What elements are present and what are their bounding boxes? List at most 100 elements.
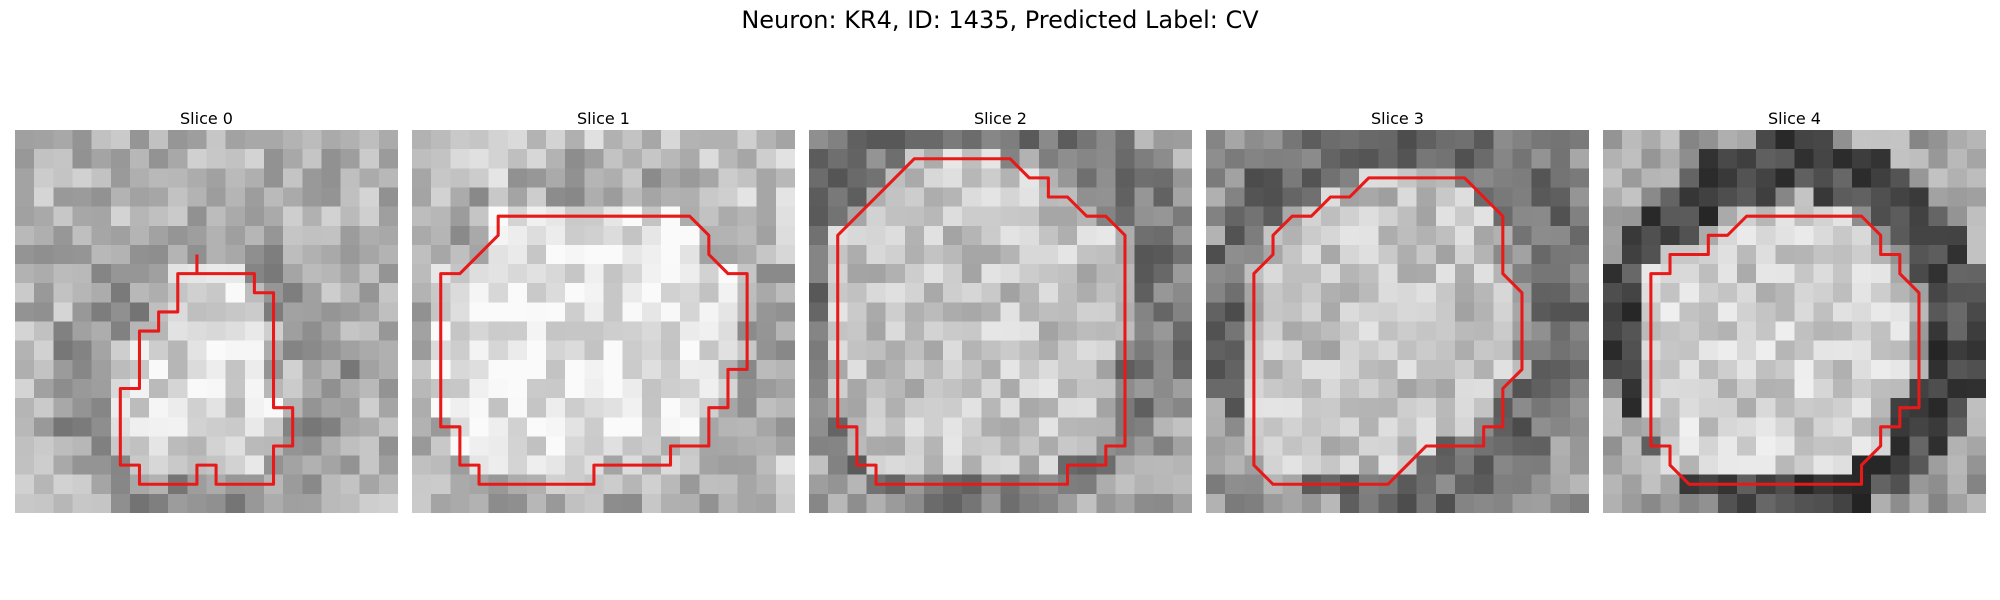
image-pixel	[488, 302, 509, 322]
image-pixel	[526, 283, 547, 303]
image-pixel	[1397, 378, 1418, 399]
image-pixel	[923, 206, 944, 227]
image-pixel	[1019, 187, 1040, 207]
image-pixel	[1000, 187, 1021, 207]
image-pixel	[1172, 149, 1192, 169]
image-pixel	[885, 264, 906, 284]
image-pixel	[1019, 206, 1040, 227]
image-pixel	[1263, 359, 1283, 380]
image-pixel	[1947, 436, 1968, 456]
image-pixel	[431, 493, 451, 513]
image-pixel	[1890, 225, 1910, 246]
image-pixel	[1000, 340, 1021, 361]
image-pixel	[34, 398, 54, 418]
image-pixel	[1493, 474, 1513, 495]
image-pixel	[1000, 455, 1021, 476]
image-pixel	[1153, 149, 1174, 169]
image-pixel	[1603, 378, 1623, 399]
image-pixel	[1172, 244, 1192, 265]
image-pixel	[962, 283, 982, 303]
image-pixel	[1890, 302, 1910, 322]
image-pixel	[1550, 187, 1571, 207]
image-pixel	[1851, 168, 1872, 188]
image-pixel	[603, 436, 624, 456]
image-pixel	[225, 340, 246, 361]
image-pixel	[680, 283, 700, 303]
image-pixel	[1641, 130, 1661, 150]
image-pixel	[244, 321, 265, 342]
image-pixel	[488, 130, 509, 150]
image-pixel	[943, 187, 963, 207]
image-pixel	[1134, 455, 1155, 476]
image-pixel	[507, 493, 528, 513]
image-pixel	[1851, 398, 1872, 418]
image-pixel	[488, 417, 509, 437]
image-pixel	[1775, 321, 1795, 342]
image-pixel	[1603, 417, 1623, 437]
image-pixel	[718, 436, 738, 456]
image-pixel	[1717, 264, 1738, 284]
image-pixel	[565, 398, 585, 418]
image-pixel	[1622, 493, 1642, 513]
image-pixel	[1340, 168, 1360, 188]
image-pixel	[469, 130, 489, 150]
image-pixel	[110, 149, 131, 169]
image-pixel	[1660, 283, 1680, 303]
image-pixel	[1057, 206, 1078, 227]
image-pixel	[34, 474, 54, 495]
image-pixel	[1698, 321, 1719, 342]
image-pixel	[1756, 302, 1776, 322]
image-pixel	[206, 340, 227, 361]
image-pixel	[1340, 359, 1360, 380]
image-pixel	[1320, 340, 1341, 361]
image-pixel	[1717, 302, 1738, 322]
image-pixel	[283, 283, 303, 303]
image-pixel	[359, 264, 380, 284]
image-pixel	[1756, 359, 1776, 380]
image-pixel	[72, 455, 92, 476]
image-pixel	[1038, 378, 1059, 399]
image-pixel	[1928, 359, 1949, 380]
image-pixel	[283, 264, 303, 284]
image-pixel	[546, 168, 566, 188]
image-pixel	[1134, 302, 1155, 322]
image-pixel	[1775, 283, 1795, 303]
image-pixel	[1531, 149, 1552, 169]
image-pixel	[225, 187, 246, 207]
image-pixel	[15, 474, 35, 495]
image-pixel	[412, 378, 432, 399]
image-pixel	[660, 187, 681, 207]
image-pixel	[321, 436, 341, 456]
image-pixel	[1698, 417, 1719, 437]
image-pixel	[507, 168, 528, 188]
image-pixel	[526, 302, 547, 322]
image-pixel	[431, 130, 451, 150]
image-pixel	[149, 436, 169, 456]
image-pixel	[680, 168, 700, 188]
image-pixel	[187, 359, 207, 380]
image-pixel	[603, 359, 624, 380]
image-pixel	[1096, 398, 1116, 418]
image-pixel	[1550, 149, 1571, 169]
image-pixel	[1928, 455, 1949, 476]
image-pixel	[885, 493, 906, 513]
image-pixel	[943, 244, 963, 265]
image-pixel	[1301, 187, 1322, 207]
image-pixel	[1569, 340, 1589, 361]
image-pixel	[904, 264, 925, 284]
image-pixel	[1077, 264, 1097, 284]
image-pixel	[962, 168, 982, 188]
image-pixel	[680, 130, 700, 150]
image-pixel	[1698, 378, 1719, 399]
image-pixel	[526, 378, 547, 399]
image-pixel	[756, 455, 777, 476]
image-pixel	[1077, 417, 1097, 437]
image-pixel	[1077, 130, 1097, 150]
image-pixel	[91, 474, 112, 495]
image-pixel	[1966, 168, 1986, 188]
image-pixel	[1435, 321, 1456, 342]
image-pixel	[1038, 493, 1059, 513]
image-pixel	[680, 302, 700, 322]
image-pixel	[1282, 149, 1303, 169]
image-pixel	[775, 244, 795, 265]
